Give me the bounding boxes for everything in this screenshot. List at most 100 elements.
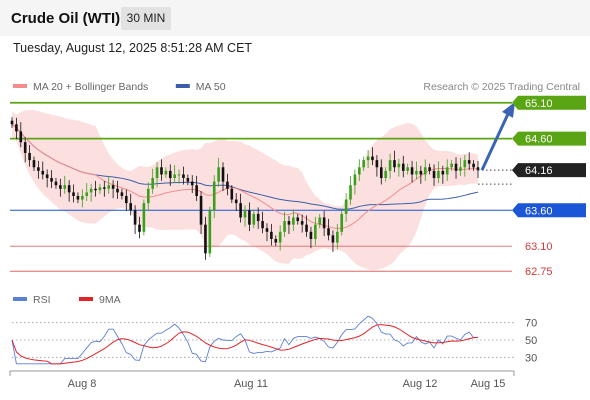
candle-body bbox=[221, 167, 225, 182]
x-tick-label: Aug 8 bbox=[68, 378, 97, 390]
candle-body bbox=[50, 178, 53, 182]
candle-body bbox=[459, 167, 462, 171]
timestamp: Tuesday, August 12, 2025 8:51:28 AM CET bbox=[13, 41, 253, 55]
candle-body bbox=[454, 163, 458, 171]
x-tick-label: Aug 12 bbox=[403, 378, 438, 390]
candle-body bbox=[76, 195, 80, 200]
candle-body bbox=[107, 185, 111, 189]
candle-body bbox=[103, 187, 106, 189]
resistance-tag-1-label: 64.60 bbox=[525, 134, 553, 146]
candle-body bbox=[278, 231, 282, 243]
candle-body bbox=[463, 160, 467, 168]
candle-body bbox=[164, 170, 168, 175]
candle-body bbox=[296, 217, 300, 222]
rsi-level-label-0: 70 bbox=[525, 318, 537, 330]
candle-body bbox=[234, 199, 238, 204]
candle-body bbox=[305, 224, 308, 232]
candle-body bbox=[151, 178, 154, 189]
candle-body bbox=[190, 181, 194, 186]
instrument-title: Crude Oil (WTI) bbox=[11, 10, 121, 27]
candle-body bbox=[283, 221, 286, 232]
candle-body bbox=[239, 203, 242, 218]
candle-body bbox=[256, 213, 260, 222]
candle-body bbox=[472, 163, 475, 168]
candle-body bbox=[160, 167, 163, 175]
candle-body bbox=[261, 221, 264, 229]
candle-body bbox=[450, 163, 453, 168]
candle-body bbox=[445, 167, 449, 175]
candle-body bbox=[309, 231, 313, 239]
candle-body bbox=[146, 188, 150, 204]
legend-label-1: MA 50 bbox=[196, 81, 226, 93]
legend-swatch-0 bbox=[13, 84, 27, 88]
candle-body bbox=[384, 170, 387, 179]
candle-body bbox=[111, 185, 115, 189]
candle-body bbox=[393, 160, 396, 168]
timeframe-badge[interactable]: 30 MIN bbox=[121, 7, 171, 30]
candle-body bbox=[357, 167, 361, 175]
candle-body bbox=[362, 160, 366, 168]
candle-body bbox=[81, 195, 84, 200]
candle-body bbox=[265, 228, 269, 232]
candle-body bbox=[327, 228, 330, 236]
candle-body bbox=[353, 174, 357, 186]
candle-body bbox=[37, 167, 40, 171]
candle-body bbox=[432, 170, 436, 179]
pivot-tag-bg bbox=[512, 203, 586, 218]
candle-body bbox=[199, 195, 203, 225]
ma20-line bbox=[11, 123, 479, 229]
credit-text: Research © 2025 Trading Central bbox=[423, 81, 580, 93]
candle-body bbox=[344, 199, 348, 214]
forecast-arrow-head bbox=[502, 101, 515, 118]
candle-body bbox=[375, 160, 379, 168]
candle-body bbox=[314, 224, 317, 239]
candle-body bbox=[423, 167, 427, 175]
current-price-tag-label: 64.16 bbox=[525, 165, 553, 177]
candle-body bbox=[45, 174, 49, 179]
current-price-tag-bg bbox=[512, 163, 586, 178]
candle-body bbox=[401, 163, 405, 171]
candle-body bbox=[177, 174, 181, 176]
candle-body bbox=[85, 192, 89, 196]
candle-body bbox=[415, 170, 418, 175]
rsi-ma-line bbox=[11, 324, 479, 365]
x-tick-label: Aug 15 bbox=[471, 378, 506, 390]
candle-body bbox=[67, 185, 71, 193]
candle-body bbox=[182, 174, 185, 179]
candle-body bbox=[133, 210, 137, 225]
candle-body bbox=[371, 156, 374, 161]
candle-body bbox=[331, 235, 335, 243]
candle-body bbox=[318, 217, 322, 225]
pivot-tag-label: 63.60 bbox=[525, 205, 553, 217]
candle-body bbox=[226, 181, 229, 189]
resistance-tag-0-bg bbox=[512, 95, 586, 110]
candle-body bbox=[252, 213, 256, 225]
candle-body bbox=[397, 163, 401, 168]
candle-body bbox=[217, 167, 220, 182]
candle-body bbox=[59, 185, 62, 189]
candle-body bbox=[366, 156, 370, 161]
candle-body bbox=[23, 142, 27, 153]
candle-body bbox=[124, 195, 128, 204]
candle-body bbox=[168, 170, 172, 179]
candle-body bbox=[32, 160, 36, 168]
candle-body bbox=[467, 160, 471, 164]
rsi-legend-swatch-1 bbox=[79, 297, 93, 301]
candle-body bbox=[441, 170, 445, 175]
candle-body bbox=[212, 181, 216, 211]
resistance-tag-0-label: 65.10 bbox=[525, 98, 553, 110]
candle-body bbox=[243, 210, 247, 218]
candle-body bbox=[300, 221, 304, 225]
candle-body bbox=[322, 217, 326, 229]
header-bar: Crude Oil (WTI) 30 MIN bbox=[0, 0, 590, 36]
candle-body bbox=[10, 120, 14, 125]
bollinger-band bbox=[12, 110, 478, 271]
candle-body bbox=[116, 188, 119, 193]
forecast-arrow-shaft bbox=[480, 113, 510, 171]
rsi-legend-label-0: RSI bbox=[33, 294, 51, 306]
support-label-0: 63.10 bbox=[525, 241, 553, 253]
candle-body bbox=[292, 217, 295, 225]
candle-body bbox=[204, 224, 207, 254]
x-tick-label: Aug 11 bbox=[234, 378, 268, 390]
